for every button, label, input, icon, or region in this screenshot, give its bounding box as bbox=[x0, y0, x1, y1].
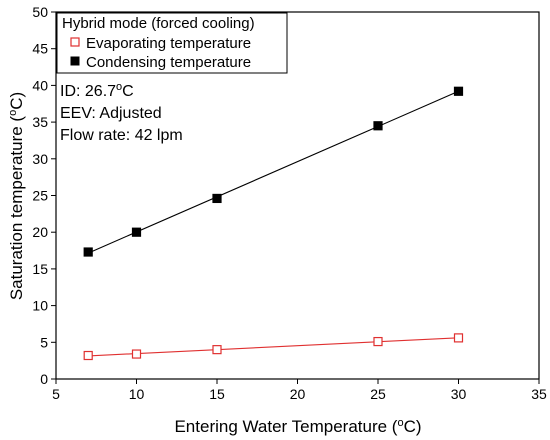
data-points bbox=[83, 86, 464, 361]
data-point-series-1 bbox=[83, 247, 93, 257]
legend-marker-condensing bbox=[70, 56, 80, 66]
y-tick-label: 10 bbox=[32, 298, 48, 314]
data-point-series-1 bbox=[373, 121, 383, 131]
legend-label-condensing: Condensing temperature bbox=[86, 54, 251, 71]
data-point-series-1 bbox=[453, 86, 464, 96]
y-axis-title: Saturation temperature (oC) bbox=[7, 92, 26, 300]
fit-line-series-0 bbox=[88, 337, 459, 357]
legend-label-evaporating: Evaporating temperature bbox=[86, 35, 251, 52]
annotation-flow-rate: Flow rate: 42 lpm bbox=[60, 127, 183, 144]
data-point-series-0 bbox=[453, 333, 464, 343]
y-tick-label: 5 bbox=[40, 334, 48, 350]
x-tick-label: 30 bbox=[451, 386, 467, 402]
fit-line-series-1 bbox=[87, 90, 459, 254]
y-tick-label: 25 bbox=[32, 188, 48, 204]
x-tick-label: 35 bbox=[531, 386, 547, 402]
legend-title: Hybrid mode (forced cooling) bbox=[62, 15, 255, 32]
y-tick-label: 20 bbox=[32, 224, 48, 240]
legend-marker-evaporating bbox=[70, 37, 80, 47]
legend: Hybrid mode (forced cooling) Evaporating… bbox=[56, 12, 288, 74]
x-axis-title: Entering Water Temperature (oC) bbox=[174, 417, 421, 436]
data-point-series-1 bbox=[212, 193, 222, 204]
data-point-series-0 bbox=[373, 336, 383, 347]
y-tick-label: 30 bbox=[32, 151, 48, 167]
y-tick-label: 50 bbox=[32, 4, 48, 20]
y-tick-label: 45 bbox=[32, 41, 48, 57]
data-point-series-1 bbox=[131, 227, 142, 237]
y-tick-label: 40 bbox=[32, 77, 48, 93]
x-tick-label: 15 bbox=[209, 386, 225, 402]
x-tick-label: 10 bbox=[129, 386, 145, 402]
y-tick-label: 15 bbox=[32, 261, 48, 277]
data-point-series-0 bbox=[212, 345, 222, 355]
data-point-series-0 bbox=[83, 350, 93, 361]
fit-lines bbox=[87, 90, 459, 357]
annotation-block: ID: 26.7oC EEV: Adjusted Flow rate: 42 l… bbox=[60, 81, 183, 144]
annotation-id: ID: 26.7oC bbox=[60, 81, 134, 100]
legend-box bbox=[56, 12, 288, 74]
y-tick-label: 35 bbox=[32, 114, 48, 130]
x-tick-label: 5 bbox=[52, 386, 60, 402]
x-tick-label: 20 bbox=[290, 386, 306, 402]
annotation-eev: EEV: Adjusted bbox=[60, 105, 162, 122]
x-tick-label: 25 bbox=[370, 386, 386, 402]
y-tick-label: 0 bbox=[40, 371, 48, 387]
data-point-series-0 bbox=[131, 349, 142, 359]
